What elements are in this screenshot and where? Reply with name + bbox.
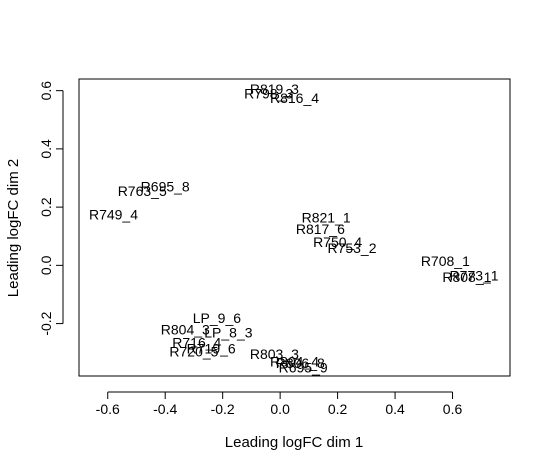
point-label: LP_8_3 [204,324,252,340]
point-label: R753_2 [327,240,376,256]
point-label: R708_1 [421,253,470,269]
x-axis-label: Leading logFC dim 1 [225,434,363,451]
y-tick-label: 0.2 [38,197,54,217]
plot-frame [78,78,511,377]
x-tick-label: 0.4 [385,401,405,417]
x-tick-label: 0.6 [443,401,463,417]
y-tick-label: 0.0 [38,255,54,275]
point-label: R804_4 [270,353,319,369]
point-label: R808_1 [442,269,491,285]
x-tick-label: 0.2 [328,401,348,417]
point-label: R719_6 [187,340,236,356]
point-label: R749_4 [89,206,138,222]
y-tick-label: 0.4 [38,139,54,159]
point-label: R817_6 [296,221,345,237]
point-label: R806_8 [276,355,325,371]
point-label: R763_5 [118,183,167,199]
point-label: R803_3 [250,346,299,362]
point-label: R773_1 [450,268,499,284]
y-tick-label: 0.6 [38,81,54,101]
y-tick-label: -0.2 [38,311,54,335]
x-tick-label: -0.2 [211,401,235,417]
point-label: R695_9 [279,359,328,375]
point-label: R720_5 [169,343,218,359]
point-label: R819_3 [250,81,299,97]
x-tick-label: -0.4 [153,401,177,417]
point-label: R816_4 [270,90,319,106]
x-tick-label: -0.6 [96,401,120,417]
point-label: R821_1 [302,209,351,225]
point-label: R695_8 [141,179,190,195]
y-axis: -0.2 0.0 0.2 0.4 0.6 [38,81,64,336]
point-label: R804_3 [161,321,210,337]
point-label: R750_4 [313,234,362,250]
point-label: R798_3 [244,86,293,102]
x-tick-label: 0.0 [270,401,290,417]
x-axis: -0.6 -0.4 -0.2 0.0 0.2 0.4 0.6 [96,391,463,417]
point-label: R716_4 [172,335,221,351]
y-axis-label: Leading logFC dim 2 [5,159,22,297]
point-label: LP_9_6 [193,310,241,326]
